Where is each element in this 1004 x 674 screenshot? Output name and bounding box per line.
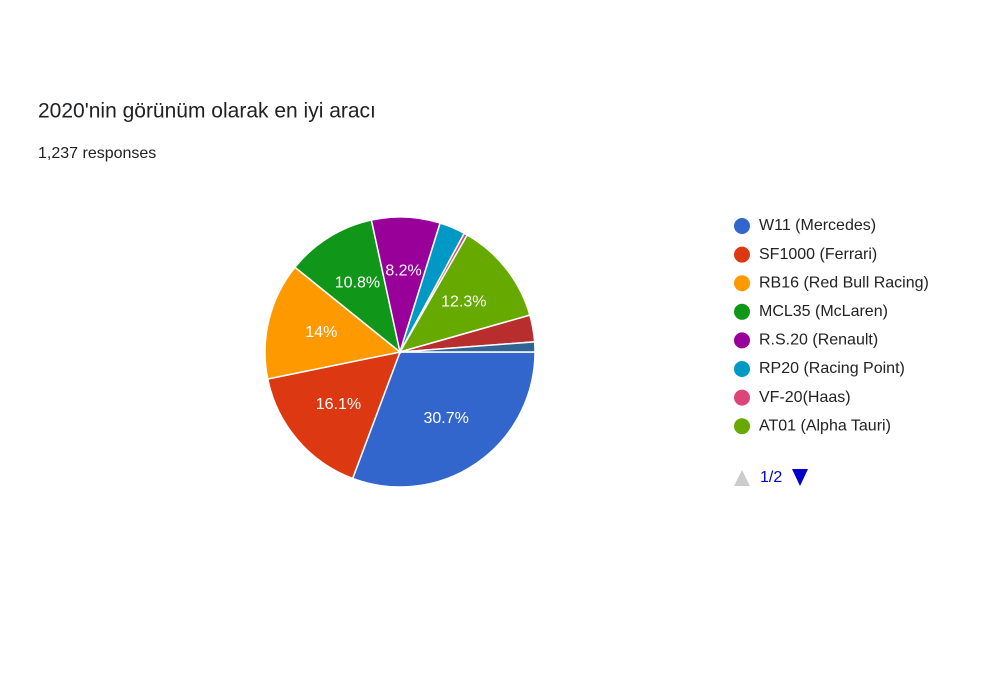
- data-label: 16.1%: [316, 396, 361, 413]
- legend-label: RP20 (Racing Point): [759, 360, 905, 377]
- prev-page-arrow[interactable]: [734, 470, 750, 486]
- legend-label: AT01 (Alpha Tauri): [759, 417, 891, 434]
- legend-label: R.S.20 (Renault): [759, 332, 878, 349]
- legend-label: W11 (Mercedes): [759, 217, 876, 234]
- legend-swatch: [734, 246, 750, 263]
- data-label: 14%: [305, 324, 337, 341]
- data-label: 12.3%: [441, 293, 486, 310]
- legend-swatch: [734, 389, 750, 406]
- legend-label: SF1000 (Ferrari): [759, 246, 877, 263]
- data-label: 30.7%: [423, 410, 468, 427]
- data-label: 10.8%: [335, 274, 380, 291]
- legend-swatch: [734, 361, 750, 377]
- legend-swatch: [734, 418, 750, 435]
- pie-slice: [264, 266, 402, 380]
- pie-slice: [266, 350, 402, 480]
- legend-label: RB16 (Red Bull Racing): [759, 274, 929, 291]
- pie-slice: [399, 341, 536, 353]
- legend-swatch: [734, 332, 750, 349]
- chart-title: 2020'nin görünüm olarak en iyi aracı: [38, 100, 376, 123]
- legend-swatch: [734, 275, 750, 292]
- pie-slice: [293, 219, 402, 354]
- pie-slice: [398, 233, 531, 354]
- next-page-arrow[interactable]: [792, 469, 808, 486]
- pie-slice: [351, 351, 536, 488]
- legend-label: MCL35 (McLaren): [759, 303, 888, 320]
- data-label: 8.2%: [385, 262, 421, 279]
- legend-swatch: [734, 218, 750, 234]
- chart-subtitle: 1,237 responses: [38, 145, 156, 162]
- legend-label: VF-20(Haas): [759, 389, 851, 406]
- legend-swatch: [734, 303, 750, 320]
- page-indicator: 1/2: [760, 469, 782, 486]
